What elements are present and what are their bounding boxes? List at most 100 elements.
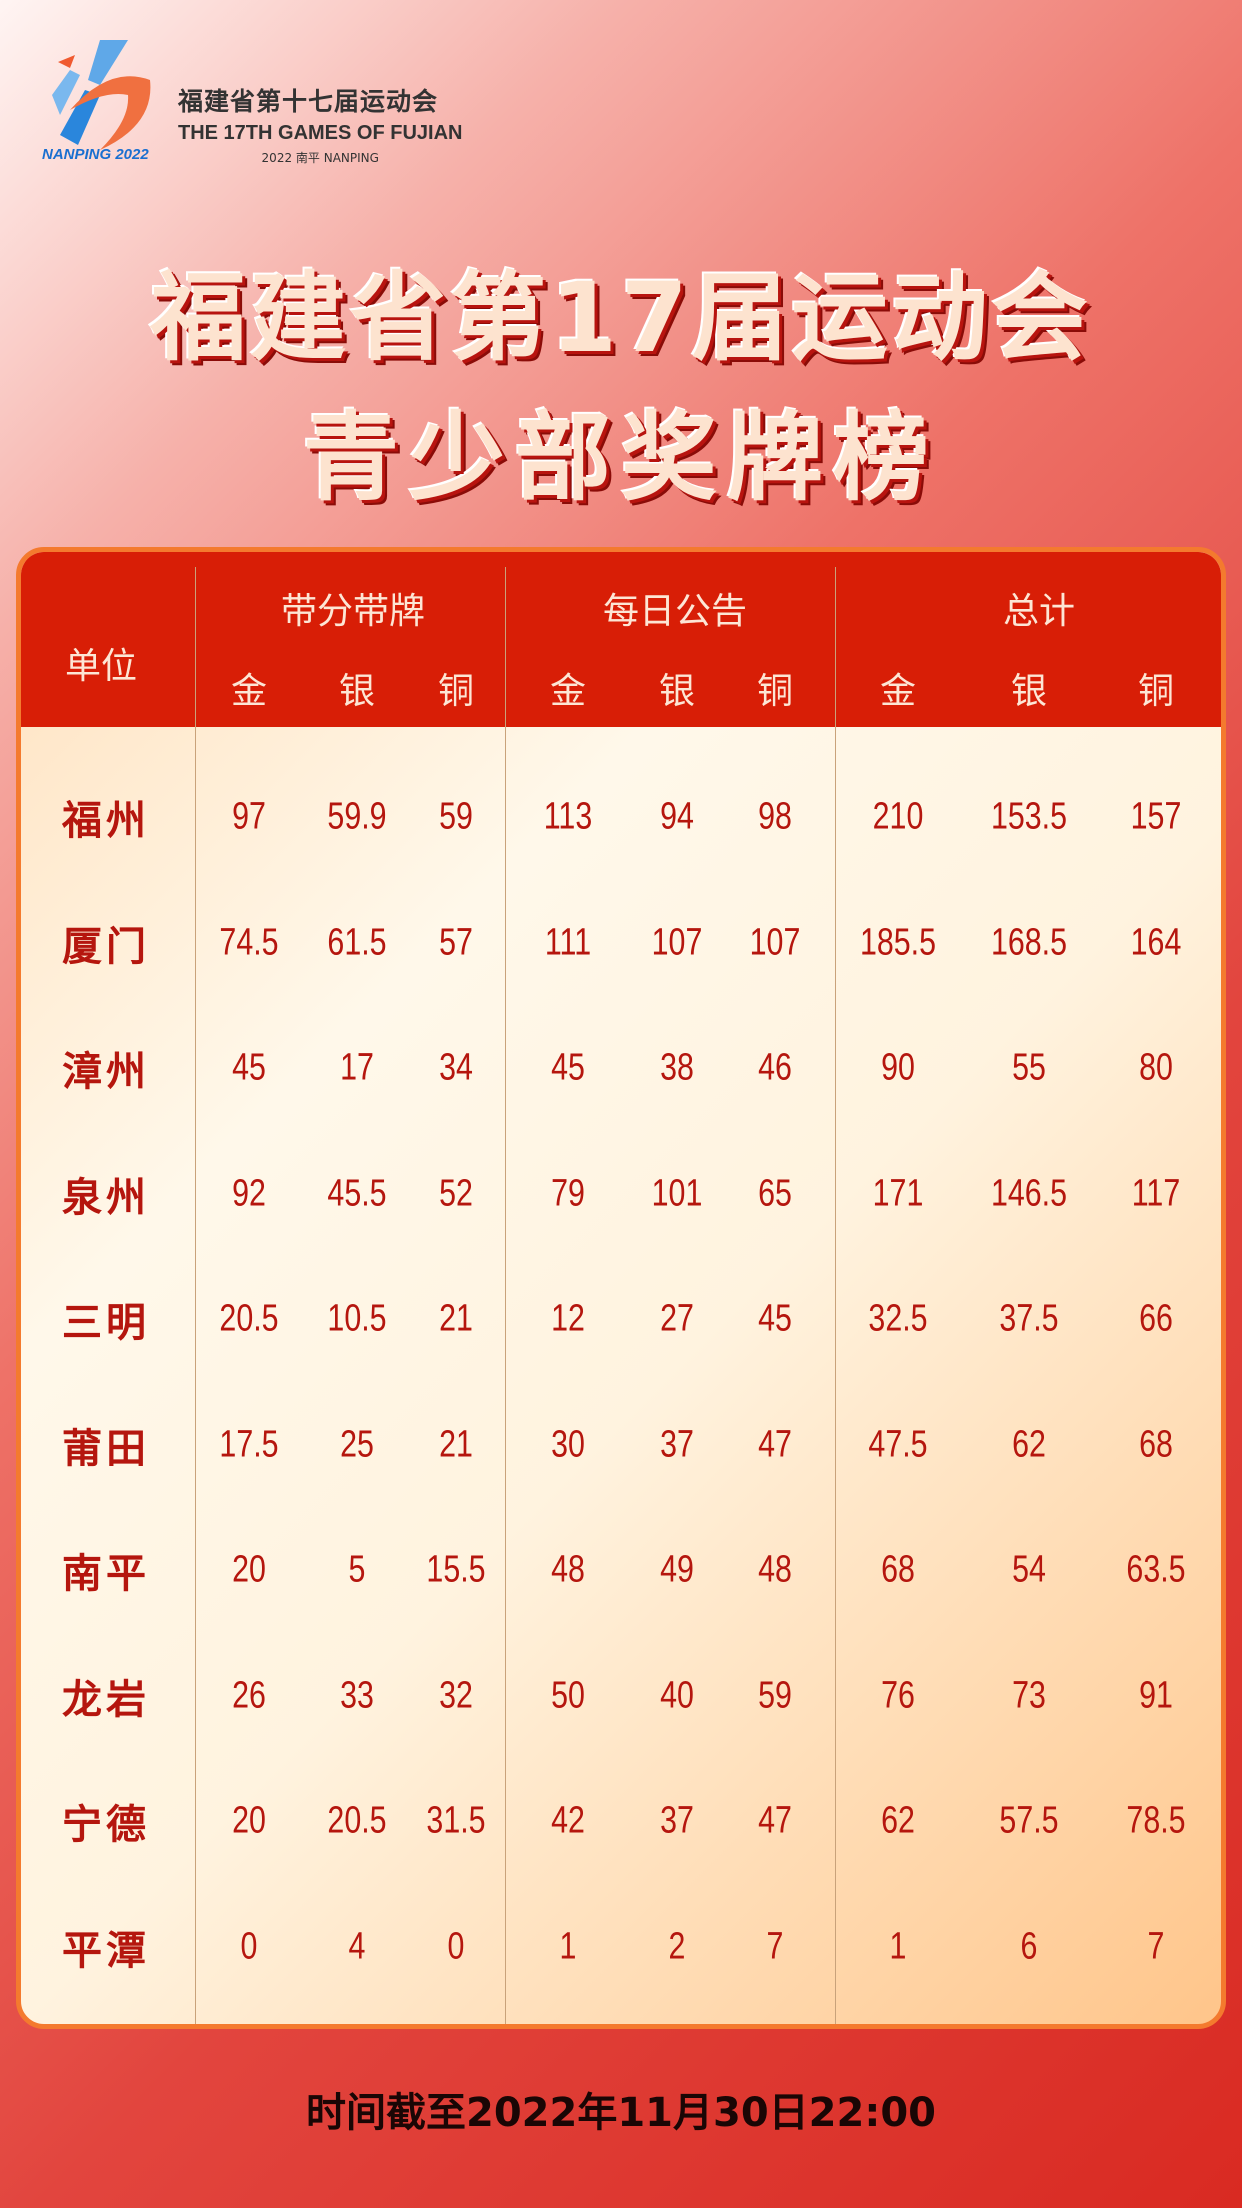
logo-sub: 2022 南平 NANPING	[261, 151, 379, 165]
medal-count: 111	[544, 921, 592, 963]
medal-count: 42	[551, 1799, 585, 1842]
medal-header: 铜	[1137, 671, 1175, 712]
medal-count: 92	[232, 1172, 266, 1214]
medal-count: 32.5	[868, 1297, 928, 1340]
medal-count: 91	[1139, 1674, 1173, 1716]
medal-count: 47	[758, 1423, 792, 1465]
medal-count: 59	[439, 795, 473, 838]
city-name: 厦门	[62, 923, 150, 970]
update-time: 时间截至2022年11月30日22:00	[306, 2090, 936, 2136]
medal-count: 65	[758, 1172, 792, 1214]
medal-count: 27	[660, 1297, 694, 1340]
medal-header: 铜	[437, 671, 475, 712]
medal-count: 25	[340, 1423, 374, 1465]
medal-count: 38	[660, 1046, 694, 1089]
medal-count: 20	[232, 1548, 266, 1591]
medal-count: 45	[551, 1046, 585, 1089]
unit-header: 单位	[64, 646, 138, 687]
medal-count: 45	[758, 1297, 792, 1340]
medal-count: 54	[1012, 1548, 1046, 1591]
medal-count: 101	[651, 1172, 703, 1214]
medal-count: 62	[881, 1799, 915, 1842]
column-divider	[195, 567, 196, 2024]
medal-count: 2	[668, 1925, 686, 1967]
medal-header: 金	[549, 671, 587, 712]
medal-count: 1	[559, 1925, 577, 1967]
medal-count: 48	[551, 1548, 585, 1591]
medal-header: 金	[879, 671, 917, 712]
medal-header: 金	[230, 671, 268, 712]
medal-count: 48	[758, 1548, 792, 1591]
page-subtitle: 青少部奖牌榜	[303, 402, 939, 514]
medal-count: 1	[889, 1925, 907, 1967]
medal-count: 61.5	[327, 921, 387, 963]
medal-count: 57	[439, 921, 473, 963]
medal-count: 79	[551, 1172, 585, 1214]
city-name: 宁德	[62, 1802, 150, 1848]
medal-count: 76	[881, 1674, 915, 1716]
medal-count: 4	[348, 1925, 366, 1967]
medal-count: 46	[758, 1046, 792, 1089]
medal-count: 68	[1139, 1423, 1173, 1465]
city-name: 平潭	[62, 1927, 150, 1974]
city-name: 莆田	[62, 1425, 150, 1472]
medal-count: 32	[439, 1674, 473, 1716]
medal-count: 21	[439, 1423, 473, 1465]
medal-header: 银	[338, 671, 376, 712]
medal-count: 7	[766, 1925, 784, 1967]
medal-count: 55	[1012, 1046, 1046, 1089]
medal-count: 153.5	[990, 795, 1068, 838]
medal-count: 80	[1139, 1046, 1173, 1089]
group-header: 带分带牌	[280, 591, 426, 632]
medal-count: 45	[232, 1046, 266, 1089]
medal-count: 68	[881, 1548, 915, 1591]
logo-text: 福建省第十七届运动会 THE 17TH GAMES OF FUJIAN 2022…	[178, 82, 462, 166]
city-name: 龙岩	[62, 1676, 150, 1723]
medal-count: 107	[749, 921, 801, 963]
medal-count: 210	[872, 795, 924, 838]
medal-count: 98	[758, 795, 792, 838]
medal-count: 78.5	[1126, 1799, 1186, 1842]
medal-count: 15.5	[426, 1548, 486, 1591]
medal-count: 20.5	[327, 1799, 387, 1842]
medal-count: 0	[447, 1925, 465, 1967]
medal-header: 银	[658, 671, 696, 712]
medal-count: 97	[232, 795, 266, 838]
city-name: 漳州	[62, 1049, 150, 1095]
medal-count: 59.9	[327, 795, 387, 838]
medal-count: 59	[758, 1674, 792, 1716]
group-header: 总计	[1002, 591, 1076, 632]
medal-count: 7	[1147, 1925, 1165, 1967]
medal-count: 30	[551, 1423, 585, 1465]
medal-count: 66	[1139, 1297, 1173, 1340]
medal-count: 26	[232, 1674, 266, 1716]
medal-count: 113	[543, 795, 593, 838]
medal-count: 37	[660, 1799, 694, 1842]
medal-count: 57.5	[999, 1799, 1059, 1842]
medal-count: 74.5	[219, 921, 279, 963]
column-divider	[835, 567, 836, 2024]
medal-count: 52	[439, 1172, 473, 1214]
group-header: 每日公告	[602, 591, 748, 632]
medal-count: 94	[660, 795, 694, 838]
medal-count: 117	[1131, 1172, 1181, 1214]
medal-count: 49	[660, 1548, 694, 1591]
medal-count: 37.5	[999, 1297, 1059, 1340]
medal-count: 33	[340, 1674, 374, 1716]
column-divider	[505, 567, 506, 2024]
medal-count: 40	[660, 1674, 694, 1716]
medal-count: 90	[881, 1046, 915, 1089]
medal-count: 63.5	[1126, 1548, 1186, 1591]
medal-count: 10.5	[327, 1297, 387, 1340]
medal-count: 20.5	[219, 1297, 279, 1340]
medal-count: 21	[439, 1297, 473, 1340]
medal-header: 铜	[756, 671, 794, 712]
medal-count: 17	[340, 1046, 374, 1089]
medal-count: 146.5	[990, 1172, 1068, 1214]
medal-count: 50	[551, 1674, 585, 1716]
city-name: 福州	[62, 798, 150, 844]
medal-count: 171	[872, 1172, 924, 1214]
medal-count: 164	[1130, 921, 1182, 963]
medal-count: 47	[758, 1799, 792, 1842]
medal-count: 34	[439, 1046, 473, 1089]
